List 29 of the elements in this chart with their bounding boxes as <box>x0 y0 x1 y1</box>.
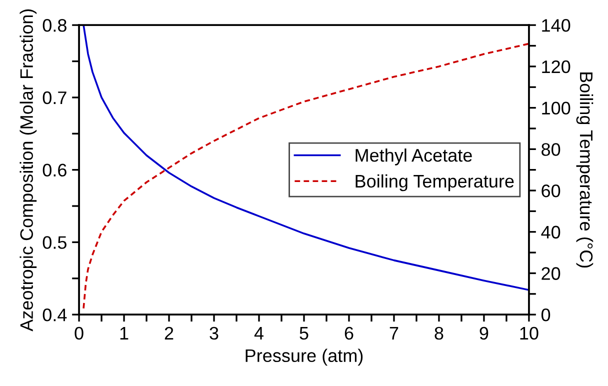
x-tick-label: 8 <box>434 326 444 340</box>
y-tick-label: 0.6 <box>42 164 66 177</box>
x-tick-label: 3 <box>210 326 218 340</box>
x-tick-label: 1 <box>120 327 128 340</box>
y2-tick-label: 0 <box>541 308 550 322</box>
x-tick-label: 7 <box>390 327 398 340</box>
y-axis-title: Azeotropic Composition (Molar Fraction) <box>20 9 37 332</box>
y-tick-label: 0.7 <box>42 91 66 104</box>
y2-tick-label: 120 <box>542 60 570 74</box>
x-tick-label: 2 <box>164 326 174 340</box>
y2-axis-title: Boiling Temperature (°C) <box>576 72 594 268</box>
x-tick-label: 6 <box>344 326 354 340</box>
y-tick-label: 0.4 <box>42 308 67 322</box>
x-axis-title: Pressure (atm) <box>246 348 363 366</box>
legend-label: Methyl Acetate <box>356 148 472 166</box>
y-tick-label: 0.8 <box>42 19 66 32</box>
legend-label: Boiling Temperature <box>356 174 514 192</box>
y2-tick-label: 20 <box>542 267 560 280</box>
y2-tick-label: 60 <box>542 184 560 198</box>
y2-tick-label: 140 <box>542 19 570 32</box>
x-tick-label: 5 <box>300 327 308 340</box>
x-tick-label: 4 <box>254 327 264 340</box>
x-tick-label: 9 <box>480 326 488 340</box>
y2-tick-label: 100 <box>542 102 570 115</box>
y-tick-label: 0.5 <box>42 236 66 249</box>
y2-tick-label: 40 <box>541 226 560 239</box>
y2-tick-label: 80 <box>542 143 560 156</box>
x-tick-label: 10 <box>520 326 538 340</box>
x-tick-label: 0 <box>74 326 84 340</box>
